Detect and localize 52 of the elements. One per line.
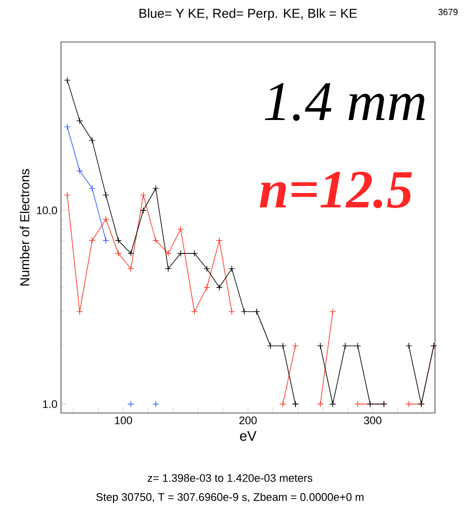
point	[329, 308, 336, 316]
point	[152, 400, 160, 408]
x-axis-title: eV	[240, 431, 256, 441]
point	[280, 400, 286, 408]
point	[164, 250, 172, 257]
point	[177, 226, 184, 233]
point	[127, 265, 134, 272]
point	[127, 400, 134, 408]
point	[204, 265, 210, 272]
point	[140, 207, 147, 214]
point	[64, 76, 71, 84]
point	[354, 400, 362, 408]
point	[164, 265, 172, 272]
y-axis-title: Number of Electrons	[20, 168, 30, 286]
x-tick-label: 100	[115, 416, 132, 424]
point	[216, 284, 223, 291]
point	[228, 265, 236, 272]
point	[228, 308, 236, 316]
point	[316, 400, 324, 408]
y-tick-label: 10.0	[36, 206, 58, 214]
point	[76, 308, 84, 316]
point	[177, 250, 184, 257]
text: Step 30750, T = 307.6960e-9 s, Zbeam = 0.0000e+0 m	[96, 492, 364, 504]
point	[191, 308, 198, 316]
point	[140, 192, 147, 198]
point	[152, 184, 160, 192]
point	[115, 237, 122, 244]
chart-title: Blue= Y KE, Red= Perp. KE, Blk = KE	[140, 8, 357, 20]
point	[329, 400, 336, 408]
point	[267, 342, 274, 350]
point	[316, 342, 324, 350]
annotation: n=12.5	[260, 172, 412, 208]
text: z= 1.398e-03 to 1.420e-03 meters	[148, 474, 312, 482]
point	[216, 237, 223, 244]
point	[405, 342, 412, 350]
point	[240, 308, 248, 316]
text: 3679	[438, 8, 458, 16]
x-tick-label: 200	[239, 416, 257, 424]
point	[280, 342, 286, 350]
point	[292, 342, 299, 350]
y-tick-label: 1.0	[43, 400, 58, 408]
point	[204, 284, 210, 291]
annotation: 1.4 mm	[264, 83, 425, 121]
point	[342, 342, 349, 350]
point	[127, 250, 134, 257]
x-tick-label: 300	[364, 416, 382, 424]
point	[191, 250, 198, 257]
point	[354, 342, 362, 350]
point	[152, 237, 160, 244]
point	[115, 250, 122, 257]
point	[76, 117, 84, 124]
point	[405, 400, 412, 408]
